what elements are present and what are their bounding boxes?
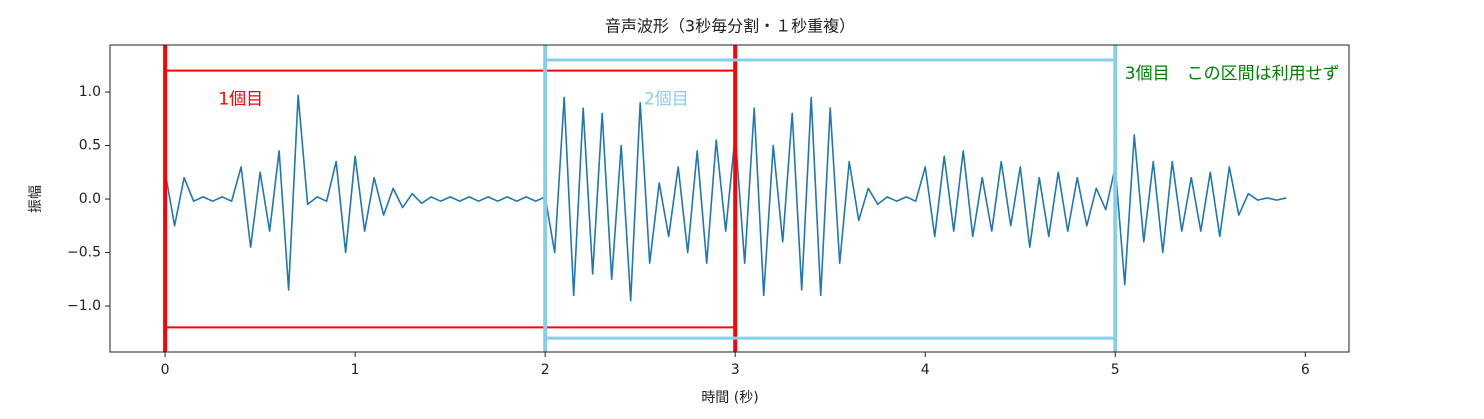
plot-frame <box>109 44 1350 353</box>
y-tick-label: 0.0 <box>79 191 101 207</box>
x-tick-label: 5 <box>1111 362 1120 378</box>
x-tick-label: 4 <box>921 362 930 378</box>
y-tick-label: −0.5 <box>67 245 101 261</box>
x-tick-label: 1 <box>351 362 360 378</box>
annotation: 3個目 この区間は利用せず <box>1125 64 1340 84</box>
y-axis-label: 振幅 <box>28 185 44 213</box>
waveform <box>164 94 1287 302</box>
x-axis-label: 時間 (秒) <box>701 390 758 406</box>
y-tick-label: 0.5 <box>79 138 101 154</box>
annotation: 1個目 <box>218 90 263 110</box>
y-tick-label: 1.0 <box>79 84 101 100</box>
annotation: 2個目 <box>644 90 689 110</box>
y-tick-label: −1.0 <box>67 298 101 314</box>
x-tick-label: 3 <box>731 362 740 378</box>
x-tick-label: 2 <box>541 362 550 378</box>
x-tick-label: 0 <box>161 362 170 378</box>
x-tick-label: 6 <box>1301 362 1310 378</box>
chart-title: 音声波形（3秒毎分割・１秒重複） <box>605 17 855 36</box>
